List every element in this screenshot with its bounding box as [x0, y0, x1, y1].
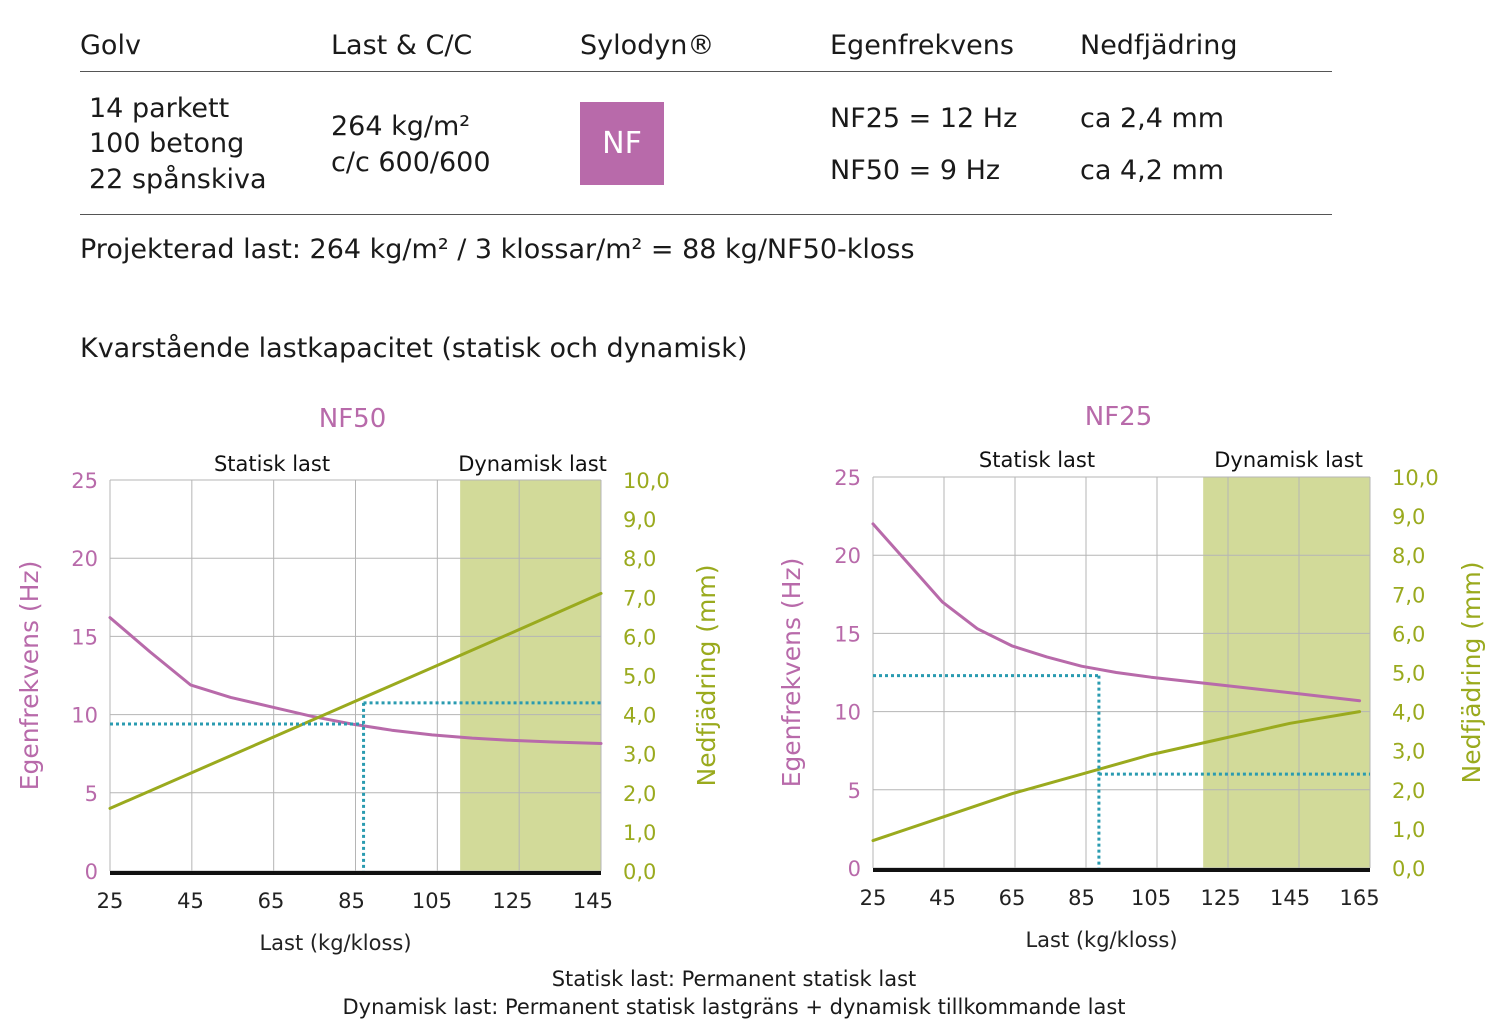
chart-nf25-x-tick: 105	[1131, 886, 1171, 910]
chart-nf50-y-left-tick: 25	[71, 469, 98, 493]
chart-nf50-y-right-tick: 9,0	[623, 508, 656, 532]
last-value: 264 kg/m²	[331, 111, 471, 142]
chart-nf25-y-right-tick: 6,0	[1392, 622, 1425, 646]
chart-nf25-x-tick: 125	[1201, 886, 1241, 910]
section-subtitle: Kvarstående lastkapacitet (statisk och d…	[80, 333, 748, 364]
chart-nf50-y-right-tick: 4,0	[623, 704, 656, 728]
footnote-static: Statisk last: Permanent statisk last	[551, 967, 917, 991]
chart-nf50-x-tick: 25	[97, 889, 124, 913]
chart-nf25-y-right-tick: 0,0	[1392, 857, 1425, 881]
chart-nf25-y-right-tick: 4,0	[1392, 701, 1425, 725]
chart-nf50-y-left-tick: 10	[71, 704, 98, 728]
chart-nf25-x-tick: 65	[999, 886, 1026, 910]
chart-nf25-x-tick: 25	[860, 886, 887, 910]
chart-nf50-x-tick: 85	[338, 889, 365, 913]
chart-nf50-title: NF50	[319, 404, 387, 434]
chart-nf50-x-tick: 145	[573, 889, 613, 913]
golv-layer: 100 betong	[89, 128, 245, 159]
chart-nf50-y-left-tick: 15	[71, 625, 98, 649]
chart-nf25-y-right-tick: 9,0	[1392, 505, 1425, 529]
chart-nf50-y-right-tick: 10,0	[623, 469, 670, 493]
golv-layer: 14 parkett	[89, 93, 230, 124]
chart-nf50-y-right-tick: 6,0	[623, 625, 656, 649]
nedfjadring-value: ca 2,4 mm	[1080, 103, 1225, 134]
table-rule-top	[80, 71, 1332, 72]
chart-nf25-dynamic-band	[1203, 477, 1370, 868]
chart-nf25-frequency-curve	[871, 522, 1362, 703]
col-header-golv: Golv	[80, 30, 141, 61]
chart-nf25-y-left-label: Egenfrekvens (Hz)	[777, 558, 806, 788]
sylodyn-badge: NF	[580, 102, 664, 185]
chart-nf50-y-left-label: Egenfrekvens (Hz)	[15, 561, 44, 791]
chart-nf25-region-static-label: Statisk last	[979, 448, 1095, 472]
chart-nf50-y-left-tick: 0	[85, 860, 98, 884]
chart-nf25-y-left-tick: 10	[834, 701, 861, 725]
chart-nf50-dynamic-band	[460, 480, 601, 871]
chart-nf25-y-right-tick: 3,0	[1392, 740, 1425, 764]
footnote-dynamic: Dynamisk last: Permanent statisk lastgrä…	[342, 995, 1126, 1019]
chart-nf50-region-static-label: Statisk last	[214, 452, 330, 476]
col-header-egenfrekvens: Egenfrekvens	[830, 30, 1014, 61]
chart-nf25-y-left-tick: 15	[834, 622, 861, 646]
chart-nf25-x-tick: 85	[1068, 886, 1095, 910]
col-header-sylodyn: Sylodyn®	[580, 30, 715, 61]
chart-nf50-y-left-tick: 20	[71, 547, 98, 571]
chart-nf50-x-tick: 65	[258, 889, 285, 913]
col-header-last: Last & C/C	[331, 30, 473, 61]
chart-nf25-y-right-tick: 1,0	[1392, 818, 1425, 842]
chart-nf50-y-right-tick: 5,0	[623, 665, 656, 689]
cc-value: c/c 600/600	[331, 147, 491, 178]
chart-nf50-y-right-tick: 3,0	[623, 743, 656, 767]
chart-nf25-x-tick: 165	[1340, 886, 1380, 910]
chart-nf50-y-right-label: Nedfjädring (mm)	[692, 565, 721, 787]
chart-nf50-y-right-tick: 8,0	[623, 547, 656, 571]
chart-nf25-deflection-curve	[871, 710, 1362, 843]
chart-nf25-y-right-tick: 8,0	[1392, 544, 1425, 568]
chart-nf25-y-left-tick: 25	[834, 466, 861, 490]
chart-nf25-x-tick: 145	[1270, 886, 1310, 910]
col-header-nedfjadring: Nedfjädring	[1080, 30, 1238, 61]
chart-nf25-x-tick: 45	[929, 886, 956, 910]
chart-nf25-title: NF25	[1085, 402, 1153, 432]
chart-nf50-y-left-tick: 5	[85, 782, 98, 806]
load-formula: Projekterad last: 264 kg/m² / 3 klossar/…	[80, 234, 915, 265]
chart-nf50-y-right-tick: 2,0	[623, 782, 656, 806]
chart-nf25-y-left-tick: 5	[848, 779, 861, 803]
chart-nf25-x-axis-label: Last (kg/kloss)	[1025, 928, 1177, 952]
chart-nf50-y-right-tick: 1,0	[623, 821, 656, 845]
chart-nf50-x-tick: 105	[412, 889, 452, 913]
chart-nf50-x-tick: 45	[177, 889, 204, 913]
chart-nf25-y-right-tick: 7,0	[1392, 583, 1425, 607]
chart-nf25-y-right-tick: 5,0	[1392, 662, 1425, 686]
chart-nf50-y-right-tick: 0,0	[623, 860, 656, 884]
chart-nf25-y-left-tick: 0	[848, 857, 861, 881]
egenfrekvens-value: NF25 = 12 Hz	[830, 103, 1018, 134]
chart-nf25-region-dynamic-label: Dynamisk last	[1214, 448, 1363, 472]
chart-nf25-y-left-tick: 20	[834, 544, 861, 568]
chart-nf25-y-right-tick: 10,0	[1392, 466, 1439, 490]
chart-nf50-y-right-tick: 7,0	[623, 586, 656, 610]
chart-nf25-y-right-tick: 2,0	[1392, 779, 1425, 803]
egenfrekvens-value: NF50 = 9 Hz	[830, 155, 1001, 186]
chart-nf25-y-right-label: Nedfjädring (mm)	[1457, 562, 1486, 784]
chart-nf50-deflection-curve	[108, 591, 603, 810]
chart-nf50-region-dynamic-label: Dynamisk last	[458, 452, 607, 476]
chart-nf50-x-tick: 125	[492, 889, 532, 913]
golv-layer: 22 spånskiva	[89, 164, 267, 195]
table-rule-bottom	[80, 214, 1332, 215]
chart-nf50-x-axis-label: Last (kg/kloss)	[259, 931, 411, 955]
nedfjadring-value: ca 4,2 mm	[1080, 155, 1225, 186]
